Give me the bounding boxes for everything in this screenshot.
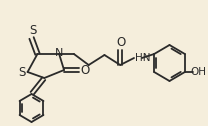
Text: N: N (55, 48, 63, 58)
Text: S: S (18, 66, 25, 78)
Text: O: O (80, 64, 89, 76)
Text: O: O (116, 37, 126, 50)
Text: OH: OH (191, 67, 207, 77)
Text: HN: HN (135, 53, 151, 63)
Text: S: S (29, 24, 36, 38)
